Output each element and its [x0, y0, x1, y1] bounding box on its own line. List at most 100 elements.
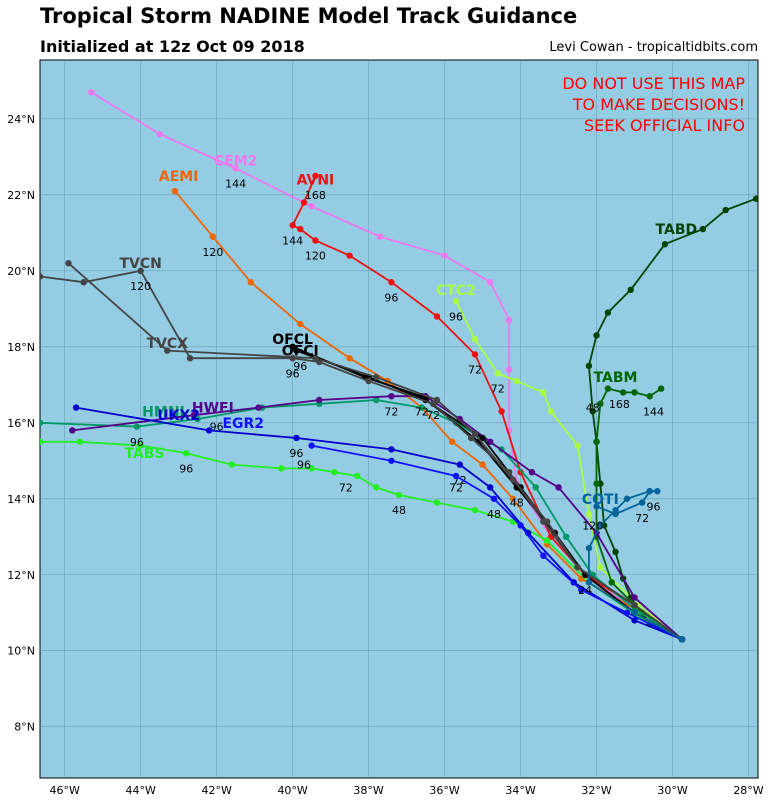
forecast-hour-label: 96 [384, 291, 398, 304]
map-title: Tropical Storm NADINE Model Track Guidan… [40, 4, 578, 28]
model-label: CTC2 [436, 283, 476, 299]
track-point [593, 480, 600, 487]
track-point [312, 237, 319, 244]
track-point [297, 320, 304, 328]
track-point [88, 89, 95, 96]
track-point [331, 468, 338, 476]
lat-tick-label: 18°N [7, 341, 35, 354]
track-ctc2: 96 72 CTC2 [436, 283, 686, 643]
track-point [638, 499, 646, 506]
track-point [517, 522, 524, 529]
forecast-hour-label: 96 [647, 500, 661, 513]
track-point [452, 298, 460, 305]
track-point [388, 457, 395, 464]
lon-tick-label: 36°W [429, 784, 459, 797]
track-point [346, 355, 353, 362]
track-point [678, 636, 686, 643]
forecast-hour-label: 24 [578, 584, 592, 597]
lon-tick-label: 30°W [657, 784, 687, 797]
model-label: HMNI [142, 404, 185, 420]
track-point [205, 427, 213, 434]
track-point [376, 233, 384, 240]
lon-tick-label: 46°W [50, 784, 80, 797]
forecast-hour-label: 48 [586, 402, 600, 415]
track-point [137, 442, 144, 449]
track-point [346, 252, 353, 259]
track-point [627, 286, 634, 294]
track-point [574, 442, 581, 449]
track-point [486, 279, 494, 286]
track-point [433, 499, 441, 506]
forecast-hour-label: 96 [130, 436, 144, 449]
track-point [505, 317, 513, 324]
track-point [699, 225, 707, 233]
forecast-hour-label: 96 [293, 360, 307, 373]
track-point [293, 347, 300, 354]
track-point [543, 518, 551, 525]
track-point [661, 241, 669, 248]
track-point [646, 487, 653, 495]
track-point [597, 563, 604, 571]
track-point [388, 279, 395, 286]
forecast-hour-label: 120 [305, 250, 326, 263]
track-point [593, 332, 600, 339]
track-point [608, 579, 615, 586]
track-point [578, 586, 585, 594]
forecast-hour-label: 96 [297, 459, 311, 472]
track-point [308, 442, 315, 449]
track-point [509, 476, 517, 483]
track-point [555, 484, 562, 491]
forecast-hour-label: 72 [415, 405, 429, 418]
track-point [722, 206, 729, 214]
track-point [300, 199, 308, 206]
track-point [255, 404, 262, 411]
track-point [604, 309, 612, 316]
tracks-clipped: 144CEM21681441209672AVNI120AEMI9672CTC2T… [40, 89, 758, 643]
forecast-hour-label: 48 [392, 504, 406, 517]
model-label: CEM2 [214, 154, 258, 170]
lon-tick-label: 44°W [125, 784, 155, 797]
forecast-hour-label: 96 [289, 447, 303, 460]
lat-tick-label: 8°N [14, 721, 35, 734]
warning-box: DO NOT USE THIS MAP TO MAKE DECISIONS! S… [562, 74, 745, 135]
lon-tick-label: 32°W [581, 784, 611, 797]
track-point [562, 533, 570, 540]
forecast-hour-label: 168 [609, 398, 630, 411]
track-point [657, 385, 665, 392]
track-point [278, 465, 285, 472]
model-label: HWFI [192, 401, 234, 417]
track-point [395, 491, 403, 499]
lon-tick-label: 38°W [353, 784, 383, 797]
track-point [247, 279, 255, 286]
track-point [433, 313, 441, 320]
warning-line-2: TO MAKE DECISIONS! [572, 95, 745, 114]
track-point [752, 195, 758, 202]
track-point [186, 355, 194, 362]
lat-tick-label: 10°N [7, 645, 35, 658]
track-point [388, 446, 395, 453]
track-point [171, 187, 179, 195]
track-point [631, 609, 638, 616]
lat-tick-label: 16°N [7, 417, 35, 430]
track-point [543, 537, 551, 544]
track-point [133, 423, 141, 430]
track-point [505, 366, 513, 373]
track-point [479, 434, 486, 442]
track-point [312, 172, 319, 180]
lon-tick-label: 34°W [505, 784, 535, 797]
track-point [631, 594, 638, 601]
track-point [604, 385, 612, 392]
forecast-hour-label: 72 [491, 383, 505, 396]
lon-tick-label: 28°W [733, 784, 763, 797]
track-point [471, 430, 479, 438]
track-point [40, 273, 44, 280]
track-point [540, 552, 547, 559]
track-point [289, 222, 296, 229]
track-point [589, 408, 596, 415]
track-point [509, 495, 517, 502]
track-aemi: 120 AEMI [159, 169, 686, 643]
forecast-hour-label: 72 [339, 481, 353, 494]
track-tabm: 48 168 144 TABM [586, 370, 686, 643]
track-point [471, 351, 479, 358]
track-point [452, 472, 460, 480]
